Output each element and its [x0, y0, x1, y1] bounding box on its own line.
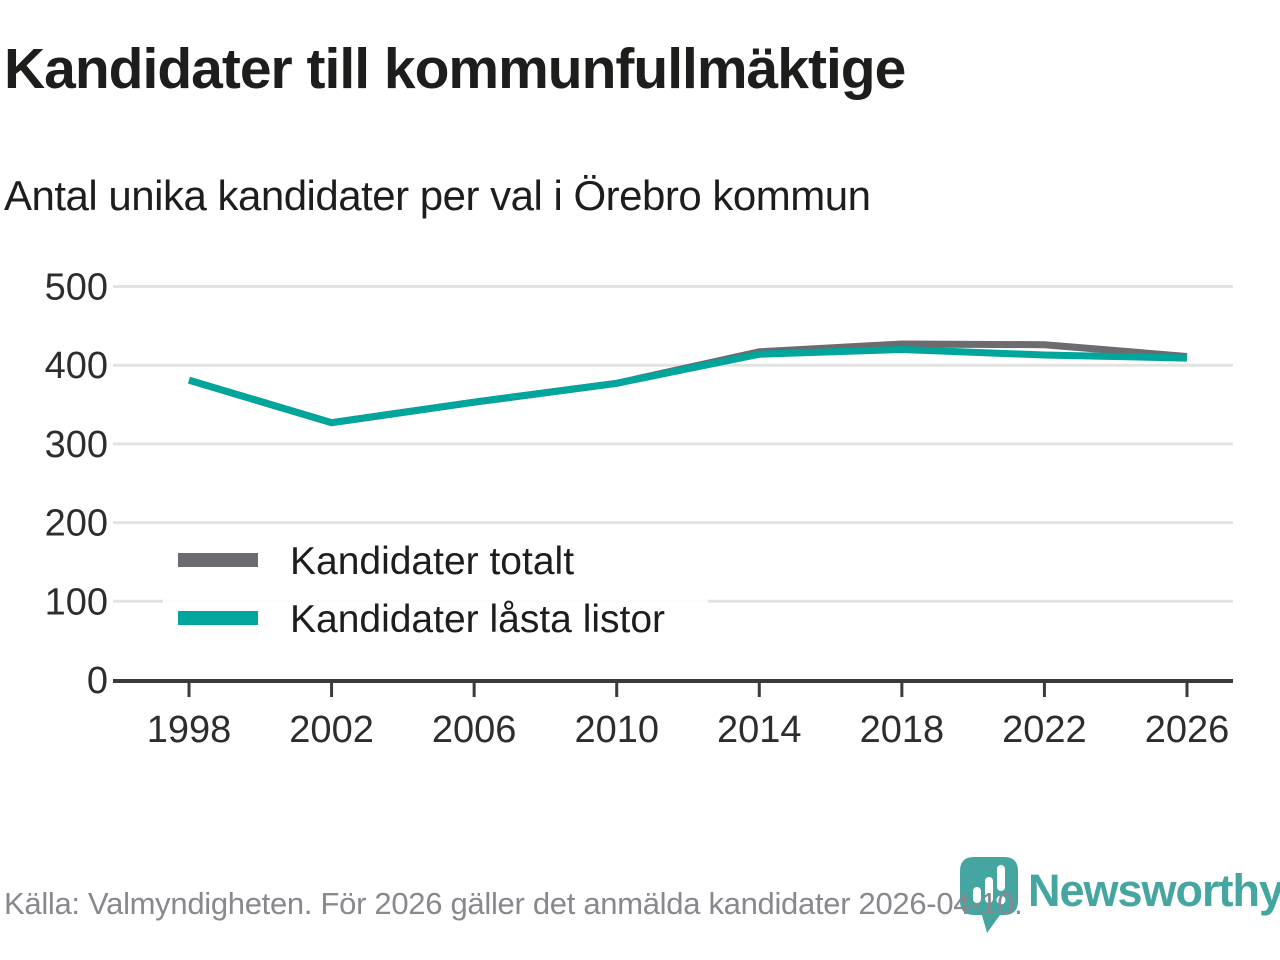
x-tick-label: 2006	[432, 709, 517, 751]
bar-small	[973, 887, 981, 903]
y-tick-label: 200	[45, 503, 108, 545]
x-tick-label: 2002	[289, 709, 374, 751]
x-tick-label: 2010	[574, 709, 659, 751]
legend-swatch	[178, 611, 258, 625]
x-tick-label: 2026	[1145, 709, 1230, 751]
x-tick-label: 2022	[1002, 709, 1087, 751]
x-tick-label: 2014	[717, 709, 802, 751]
y-tick-label: 500	[45, 267, 108, 309]
y-tick-label: 0	[87, 660, 108, 702]
legend-swatch	[178, 553, 258, 567]
bar-medium	[985, 877, 993, 903]
x-tick-label: 1998	[147, 709, 232, 751]
newsworthy-wordmark: Newsworthy	[1028, 865, 1280, 916]
x-tick-label: 2018	[860, 709, 945, 751]
y-tick-label: 300	[45, 424, 108, 466]
y-tick-label: 100	[45, 581, 108, 623]
chart-title: Kandidater till kommunfullmäktige	[4, 37, 906, 101]
bar-exclamation	[997, 865, 1005, 891]
y-tick-label: 400	[45, 345, 108, 387]
legend-label: Kandidater totalt	[290, 540, 574, 583]
exclamation-dot	[996, 895, 1006, 905]
newsworthy-logo: Newsworthy	[960, 855, 1280, 945]
chart-subtitle: Antal unika kandidater per val i Örebro …	[4, 172, 871, 219]
legend-label: Kandidater låsta listor	[290, 598, 665, 641]
newsworthy-pin-icon	[960, 857, 1018, 933]
series-line-1	[188, 346, 1188, 427]
source-note: Källa: Valmyndigheten. För 2026 gäller d…	[4, 886, 1023, 921]
